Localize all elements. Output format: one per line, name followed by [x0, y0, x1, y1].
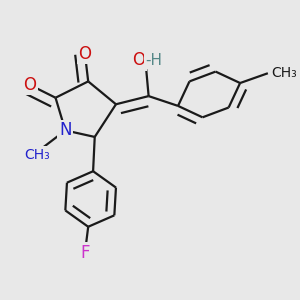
Text: F: F: [80, 244, 90, 262]
Text: CH₃: CH₃: [271, 66, 297, 80]
Text: -H: -H: [146, 53, 162, 68]
Text: CH₃: CH₃: [25, 148, 50, 162]
Text: O: O: [23, 76, 36, 94]
Text: O: O: [132, 51, 146, 69]
Text: O: O: [78, 45, 92, 63]
Text: N: N: [59, 122, 72, 140]
